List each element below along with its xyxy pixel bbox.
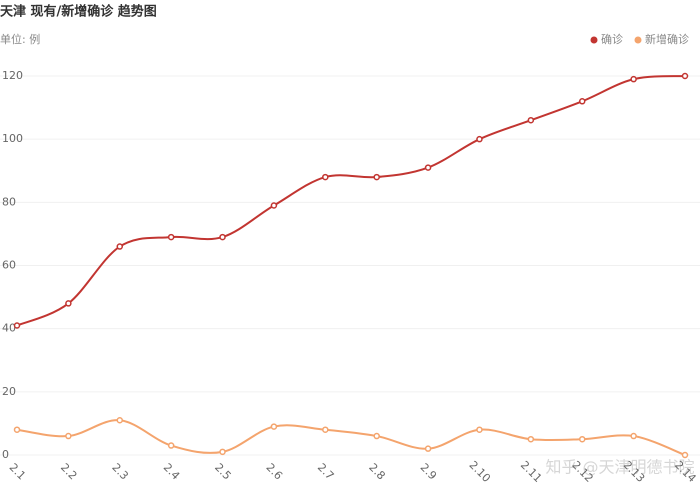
point bbox=[424, 164, 432, 171]
point bbox=[681, 72, 689, 80]
y-tick-label: 0 bbox=[2, 448, 9, 461]
x-tick-label: 2.6 bbox=[263, 461, 285, 483]
point bbox=[322, 426, 329, 433]
point bbox=[527, 435, 535, 443]
point bbox=[167, 442, 175, 449]
point bbox=[13, 426, 21, 433]
x-tick-label: 2.3 bbox=[109, 461, 131, 483]
point bbox=[116, 243, 124, 250]
point bbox=[270, 202, 278, 209]
line bbox=[16, 75, 686, 327]
y-tick-label: 100 bbox=[2, 132, 23, 145]
legend-label: 确诊 bbox=[601, 32, 623, 46]
legend-marker bbox=[590, 36, 598, 44]
point bbox=[219, 448, 226, 456]
point bbox=[167, 233, 175, 241]
x-tick-label: 2.8 bbox=[366, 461, 388, 483]
x-tick-label: 2.2 bbox=[58, 461, 80, 483]
line bbox=[16, 419, 686, 456]
point bbox=[630, 75, 637, 83]
y-tick-label: 80 bbox=[2, 195, 16, 208]
y-tick-label: 60 bbox=[2, 259, 16, 272]
y-tick-label: 120 bbox=[2, 69, 23, 82]
chart-title: 天津 现有/新增确诊 趋势图 bbox=[0, 4, 157, 20]
watermark: 知乎 @天津明德书院 bbox=[545, 458, 694, 477]
legend-marker bbox=[634, 36, 642, 44]
point bbox=[65, 300, 72, 307]
point bbox=[13, 322, 21, 329]
point bbox=[578, 98, 586, 105]
y-tick-label: 40 bbox=[2, 322, 16, 335]
point bbox=[476, 135, 483, 143]
point bbox=[270, 423, 278, 430]
point bbox=[578, 435, 586, 443]
y-tick-label: 20 bbox=[2, 385, 16, 398]
point bbox=[630, 432, 637, 440]
x-tick-label: 2.4 bbox=[161, 461, 183, 483]
point bbox=[527, 116, 535, 124]
x-tick-label: 2.10 bbox=[467, 458, 494, 485]
legend-label: 新增确诊 bbox=[645, 32, 689, 46]
point bbox=[322, 173, 329, 181]
point bbox=[116, 417, 124, 424]
point bbox=[65, 432, 72, 440]
point bbox=[476, 426, 483, 433]
x-tick-label: 2.5 bbox=[212, 461, 234, 483]
x-tick-label: 2.9 bbox=[418, 461, 440, 483]
chart-subtitle: 单位: 例 bbox=[0, 32, 40, 46]
x-tick-label: 2.11 bbox=[518, 458, 545, 485]
point bbox=[219, 233, 226, 241]
x-tick-label: 2.7 bbox=[315, 461, 337, 483]
x-tick-label: 2.1 bbox=[7, 461, 29, 483]
point bbox=[373, 173, 380, 181]
point bbox=[373, 432, 380, 440]
point bbox=[424, 445, 432, 452]
point bbox=[681, 451, 689, 459]
